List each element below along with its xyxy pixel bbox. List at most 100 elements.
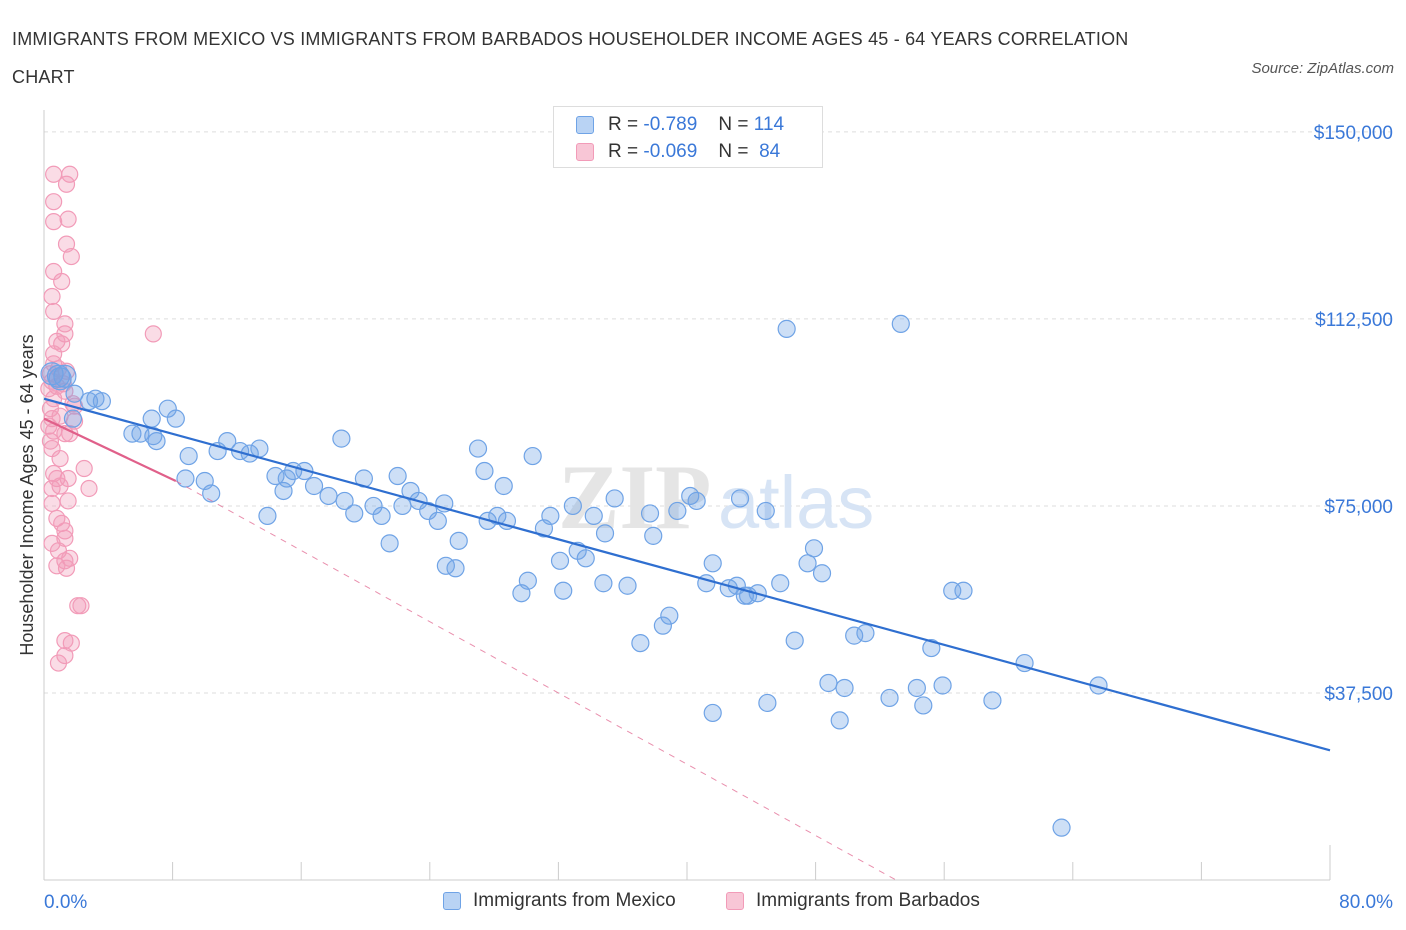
r-label: R = xyxy=(608,114,639,135)
mexico-point xyxy=(304,476,324,496)
axes xyxy=(43,110,1331,881)
mexico-point xyxy=(372,506,391,526)
mexico-point xyxy=(1052,818,1071,837)
mexico-point xyxy=(266,466,285,486)
barbados-swatch xyxy=(576,143,594,161)
mexico-point xyxy=(653,616,672,635)
mexico-point xyxy=(880,688,899,708)
mexico-point xyxy=(631,633,650,653)
mexico-point xyxy=(943,581,962,600)
mexico-point xyxy=(605,489,624,508)
mexico-point xyxy=(335,491,354,511)
watermark: ZIP atlas xyxy=(558,446,874,548)
mexico-point xyxy=(446,559,465,578)
mexico-point xyxy=(554,581,573,600)
n-value: 84 xyxy=(759,141,781,162)
r-label: R = xyxy=(608,141,639,162)
mexico-point xyxy=(891,314,910,333)
barbados-point xyxy=(61,165,79,183)
mexico-point xyxy=(983,691,1002,710)
n-value: 114 xyxy=(753,114,785,135)
mexico-point xyxy=(65,384,84,403)
legend-label-barbados: Immigrants from Barbados xyxy=(756,890,980,911)
mexico-point xyxy=(202,484,221,503)
mexico-swatch xyxy=(576,116,594,134)
y-axis-label: Householder Income Ages 45 - 64 years xyxy=(17,334,37,655)
mexico-point xyxy=(703,703,722,723)
mexico-point xyxy=(812,564,832,583)
mexico-point xyxy=(730,489,750,508)
legend-swatch-mexico xyxy=(443,892,461,910)
stats-row-mexico: R = -0.789 N = 114 xyxy=(576,113,784,137)
legend-item-barbados: Immigrants from Barbados xyxy=(726,888,980,914)
mexico-point xyxy=(53,364,77,388)
mexico-point xyxy=(594,574,613,593)
mexico-point xyxy=(798,554,817,573)
barbados-point xyxy=(48,509,66,528)
mexico-point xyxy=(166,409,185,428)
mexico-point xyxy=(584,506,603,526)
mexico-trend-line xyxy=(43,397,1331,752)
mexico-points xyxy=(40,314,1108,837)
stats-row-barbados: R = -0.069 N = 84 xyxy=(576,140,780,164)
mexico-point xyxy=(393,496,412,516)
barbados-point xyxy=(45,193,63,211)
mexico-point xyxy=(845,626,864,645)
mexico-point xyxy=(856,624,875,643)
mexico-point xyxy=(388,466,407,486)
y-tick-label: $37,500 xyxy=(1324,684,1393,705)
barbados-point xyxy=(69,597,87,615)
mexico-point xyxy=(914,696,933,715)
mexico-point xyxy=(345,504,364,523)
barbados-point xyxy=(56,315,74,333)
mexico-point xyxy=(618,576,637,595)
mexico-point xyxy=(644,526,663,545)
mexico-point xyxy=(804,539,824,558)
barbados-point xyxy=(144,325,162,343)
legend-swatch-barbados xyxy=(726,892,744,910)
mexico-point xyxy=(640,504,660,523)
mexico-point xyxy=(142,409,161,428)
stats-legend: R = -0.789 N = 114 R = -0.069 N = 84 xyxy=(553,106,823,168)
barbados-point xyxy=(80,479,98,498)
mexico-point xyxy=(92,392,111,411)
barbados-point xyxy=(43,287,61,306)
mexico-point xyxy=(468,439,488,458)
barbados-point xyxy=(59,492,77,510)
mexico-point xyxy=(277,469,296,488)
barbados-point xyxy=(57,175,76,193)
mexico-point xyxy=(830,711,849,730)
mexico-point xyxy=(595,524,615,543)
barbados-point xyxy=(48,557,66,575)
mexico-point xyxy=(250,439,269,458)
chart-title: IMMIGRANTS FROM MEXICO VS IMMIGRANTS FRO… xyxy=(12,29,1129,87)
mexico-point xyxy=(63,409,83,428)
watermark-zip: ZIP xyxy=(558,446,711,548)
legend-label-mexico: Immigrants from Mexico xyxy=(473,890,676,911)
mexico-point xyxy=(523,446,542,466)
barbados-point xyxy=(61,549,79,567)
x-tick-label-min: 0.0% xyxy=(44,892,87,913)
source-label: Source: ZipAtlas.com xyxy=(1251,60,1394,77)
barbados-trend-line xyxy=(43,417,177,482)
mexico-point xyxy=(922,638,941,658)
mexico-point xyxy=(907,678,926,698)
barbados-point xyxy=(43,494,61,513)
mexico-point xyxy=(576,549,595,568)
mexico-point xyxy=(488,506,507,526)
mexico-point xyxy=(518,571,537,590)
r-value: -0.069 xyxy=(643,141,698,162)
mexico-point xyxy=(475,461,494,481)
mexico-point xyxy=(419,501,438,521)
barbados-point xyxy=(51,449,69,468)
mexico-point xyxy=(785,631,804,650)
y-tick-label: $150,000 xyxy=(1314,123,1393,144)
mexico-point xyxy=(179,446,198,466)
mexico-point xyxy=(494,476,513,496)
mexico-point xyxy=(835,678,854,698)
r-value: -0.789 xyxy=(643,114,698,135)
barbados-point xyxy=(45,213,63,231)
mexico-point xyxy=(771,574,790,593)
mexico-point xyxy=(758,693,777,713)
